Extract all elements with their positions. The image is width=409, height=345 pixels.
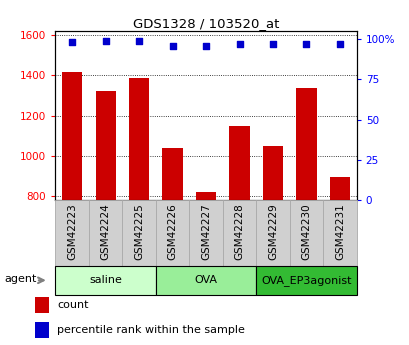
Point: [69, 40, 75, 45]
Bar: [229, 126, 249, 200]
Text: count: count: [57, 300, 89, 310]
Bar: [196, 192, 216, 200]
Text: GSM42224: GSM42224: [100, 203, 110, 260]
FancyBboxPatch shape: [155, 200, 189, 266]
Point: [102, 38, 109, 43]
Text: saline: saline: [89, 275, 122, 285]
Text: GSM42228: GSM42228: [234, 203, 244, 260]
Text: GSM42229: GSM42229: [267, 203, 277, 260]
FancyBboxPatch shape: [55, 200, 89, 266]
FancyBboxPatch shape: [89, 200, 122, 266]
Bar: [162, 148, 182, 200]
FancyBboxPatch shape: [256, 266, 356, 295]
Point: [135, 38, 142, 43]
Bar: [296, 88, 316, 200]
Text: OVA_EP3agonist: OVA_EP3agonist: [261, 275, 351, 286]
Text: GSM42231: GSM42231: [334, 203, 344, 260]
Bar: [35, 322, 49, 337]
Point: [269, 41, 276, 47]
Point: [302, 41, 309, 47]
Text: GSM42227: GSM42227: [200, 203, 211, 260]
FancyBboxPatch shape: [122, 200, 155, 266]
Text: OVA: OVA: [194, 275, 217, 285]
Text: agent: agent: [4, 274, 37, 284]
Bar: [262, 146, 282, 200]
Bar: [129, 78, 149, 200]
FancyBboxPatch shape: [256, 200, 289, 266]
Text: percentile rank within the sample: percentile rank within the sample: [57, 325, 245, 335]
Bar: [35, 297, 49, 313]
Text: GSM42226: GSM42226: [167, 203, 177, 260]
Point: [169, 43, 175, 48]
Bar: [62, 72, 82, 200]
Point: [236, 41, 242, 47]
Point: [336, 41, 342, 47]
Text: GSM42230: GSM42230: [301, 203, 311, 260]
Text: GSM42223: GSM42223: [67, 203, 77, 260]
FancyBboxPatch shape: [55, 266, 155, 295]
Title: GDS1328 / 103520_at: GDS1328 / 103520_at: [133, 17, 279, 30]
FancyBboxPatch shape: [322, 200, 356, 266]
FancyBboxPatch shape: [222, 200, 256, 266]
FancyBboxPatch shape: [289, 200, 322, 266]
Text: GSM42225: GSM42225: [134, 203, 144, 260]
FancyBboxPatch shape: [155, 266, 256, 295]
Point: [202, 43, 209, 48]
FancyBboxPatch shape: [189, 200, 222, 266]
Bar: [329, 177, 349, 200]
Bar: [95, 91, 115, 200]
